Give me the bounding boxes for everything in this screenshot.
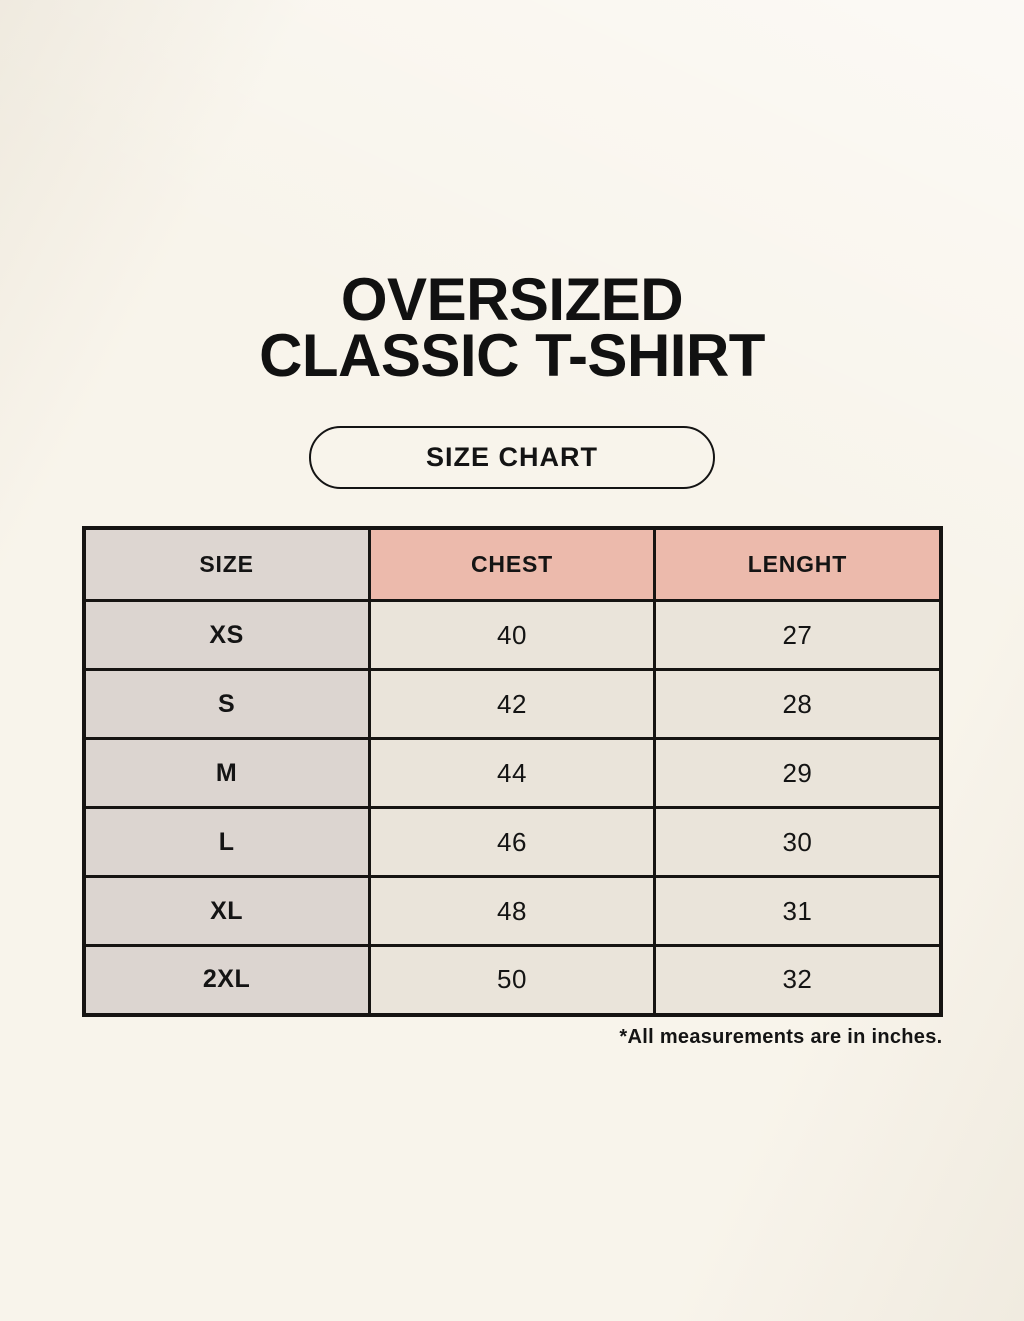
chest-cell: 50 bbox=[367, 944, 657, 1017]
size-chart-badge-label: SIZE CHART bbox=[426, 441, 598, 472]
chest-cell: 42 bbox=[367, 668, 657, 741]
chest-cell: 44 bbox=[367, 737, 657, 810]
size-cell: XL bbox=[82, 875, 371, 948]
size-cell: M bbox=[82, 737, 371, 810]
table-row-l: L 46 30 bbox=[82, 806, 942, 879]
size-table: SIZE CHEST LENGHT XS 40 27 S 42 28 M bbox=[81, 525, 943, 1017]
size-table-body: XS 40 27 S 42 28 M 44 29 L 46 30 bbox=[82, 599, 942, 1017]
header-row: SIZE CHEST LENGHT bbox=[82, 526, 942, 603]
size-cell: XS bbox=[82, 599, 371, 672]
size-table-container: SIZE CHEST LENGHT XS 40 27 S 42 28 M bbox=[81, 525, 943, 1049]
table-row-2xl: 2XL 50 32 bbox=[82, 944, 942, 1017]
length-cell: 32 bbox=[653, 944, 942, 1017]
size-cell: 2XL bbox=[82, 944, 371, 1017]
chest-cell: 46 bbox=[367, 806, 657, 879]
page-title-line-1: OVERSIZED bbox=[340, 266, 684, 333]
page-title: OVERSIZED CLASSIC T-SHIRT bbox=[259, 266, 765, 389]
col-header-size: SIZE bbox=[82, 526, 371, 603]
table-row-xl: XL 48 31 bbox=[82, 875, 942, 948]
col-header-chest: CHEST bbox=[367, 526, 657, 603]
chest-cell: 40 bbox=[367, 599, 657, 672]
length-cell: 29 bbox=[653, 737, 942, 810]
measurements-footnote: *All measurements are in inches. bbox=[619, 1025, 943, 1048]
size-cell: L bbox=[82, 806, 371, 879]
length-cell: 27 bbox=[653, 599, 942, 672]
length-cell: 30 bbox=[653, 806, 942, 879]
page-title-line-2: CLASSIC T-SHIRT bbox=[259, 321, 765, 389]
size-chart-badge: SIZE CHART bbox=[309, 425, 715, 489]
table-row-s: S 42 28 bbox=[82, 668, 942, 741]
col-header-lenght: LENGHT bbox=[653, 526, 942, 603]
table-row-xs: XS 40 27 bbox=[82, 599, 942, 672]
chest-cell: 48 bbox=[367, 875, 657, 948]
length-cell: 28 bbox=[653, 668, 942, 741]
size-table-header: SIZE CHEST LENGHT bbox=[82, 526, 942, 603]
size-cell: S bbox=[82, 668, 371, 741]
table-row-m: M 44 29 bbox=[82, 737, 942, 810]
length-cell: 31 bbox=[653, 875, 942, 948]
